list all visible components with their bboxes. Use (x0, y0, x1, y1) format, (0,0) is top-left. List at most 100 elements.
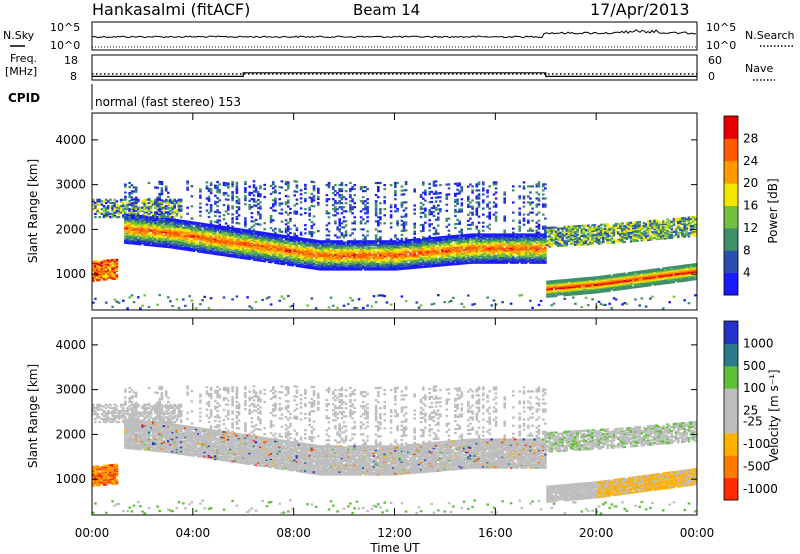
power-cell (467, 253, 470, 257)
power-cell (188, 230, 191, 233)
power-cell (494, 256, 498, 259)
power-cell (209, 236, 213, 239)
power-cell (282, 245, 286, 248)
power-cell (396, 210, 399, 213)
power-cell (132, 186, 136, 189)
power-cell (194, 244, 198, 247)
power-cell (437, 264, 440, 267)
power-cell (400, 215, 404, 218)
power-cell (349, 190, 352, 193)
power-cell (295, 262, 299, 265)
power-cell (439, 260, 442, 263)
power-cell (445, 250, 449, 253)
power-cell (98, 203, 101, 206)
power-cell (364, 250, 367, 254)
power-cell (383, 196, 386, 199)
power-cell (477, 238, 481, 241)
cpid-mode: normal (fast stereo) 153 (95, 95, 241, 109)
power-cell (419, 262, 423, 265)
power-cell (342, 304, 346, 307)
power-cell (199, 196, 202, 199)
power-cell (132, 215, 136, 218)
power-cell (173, 226, 176, 229)
power-cell (364, 260, 367, 263)
power-cell (274, 255, 277, 258)
power-cell (244, 233, 247, 236)
power-cell (143, 198, 146, 201)
power-cell (488, 246, 491, 250)
power-cell (280, 180, 284, 183)
power-cell (147, 201, 151, 205)
power-cell (137, 211, 140, 214)
power-cell (460, 202, 464, 205)
power-cell (107, 274, 110, 277)
power-cell (310, 243, 314, 246)
power-cell (122, 299, 125, 302)
power-cell (492, 213, 496, 216)
power-cell (291, 304, 294, 307)
power-cell (477, 189, 481, 192)
power-cell (94, 271, 97, 274)
power-cell (342, 242, 346, 245)
power-cell (244, 219, 247, 222)
power-cell (432, 262, 436, 265)
power-cell (252, 237, 256, 240)
power-cell (113, 298, 116, 301)
power-cell (389, 214, 393, 217)
power-cell (319, 246, 322, 250)
power-cell (244, 199, 247, 202)
power-cell (102, 261, 106, 264)
power-cell (124, 214, 127, 217)
power-cell (477, 252, 481, 255)
power-cell (359, 186, 363, 189)
power-cell (287, 199, 290, 202)
power-cell (432, 256, 436, 260)
power-cell (327, 246, 331, 250)
power-cell (411, 253, 414, 256)
power-cell (460, 261, 464, 264)
power-cell (162, 220, 166, 223)
power-cell (454, 260, 457, 263)
power-cell (349, 241, 352, 244)
power-cell (239, 254, 243, 257)
power-cell (443, 246, 446, 249)
power-cell (379, 216, 382, 219)
power-cell (203, 244, 206, 247)
power-cell (94, 212, 97, 215)
power-cell (477, 244, 481, 247)
power-cell (415, 245, 419, 248)
power-cell (113, 261, 116, 264)
power-cell (359, 210, 363, 213)
power-cell (302, 245, 305, 248)
power-cell (282, 254, 286, 258)
power-cell (492, 233, 496, 236)
power-cell (471, 237, 474, 240)
power-cell (244, 229, 247, 232)
power-cell (284, 211, 288, 214)
power-cell (381, 249, 384, 252)
power-cell (231, 213, 234, 216)
power-cell (486, 242, 489, 245)
power-cell (248, 244, 251, 247)
power-cell (413, 212, 416, 215)
power-cell (257, 248, 260, 251)
power-cell (233, 230, 236, 233)
power-cell (353, 222, 356, 225)
power-cell (272, 203, 275, 206)
power-cell (177, 200, 181, 203)
power-cell (190, 235, 194, 239)
power-cell (398, 266, 401, 269)
power-cell (139, 237, 142, 240)
power-cell (439, 210, 442, 213)
power-cell (179, 219, 183, 222)
power-cell (344, 234, 348, 237)
power-cell (141, 209, 144, 212)
power-cell (437, 239, 440, 242)
power-cell (244, 223, 247, 226)
power-cell (404, 237, 408, 240)
power-cell (411, 262, 414, 265)
power-cell (306, 249, 309, 252)
power-cell (359, 261, 363, 264)
power-cell (257, 207, 260, 210)
power-cell (284, 195, 288, 198)
